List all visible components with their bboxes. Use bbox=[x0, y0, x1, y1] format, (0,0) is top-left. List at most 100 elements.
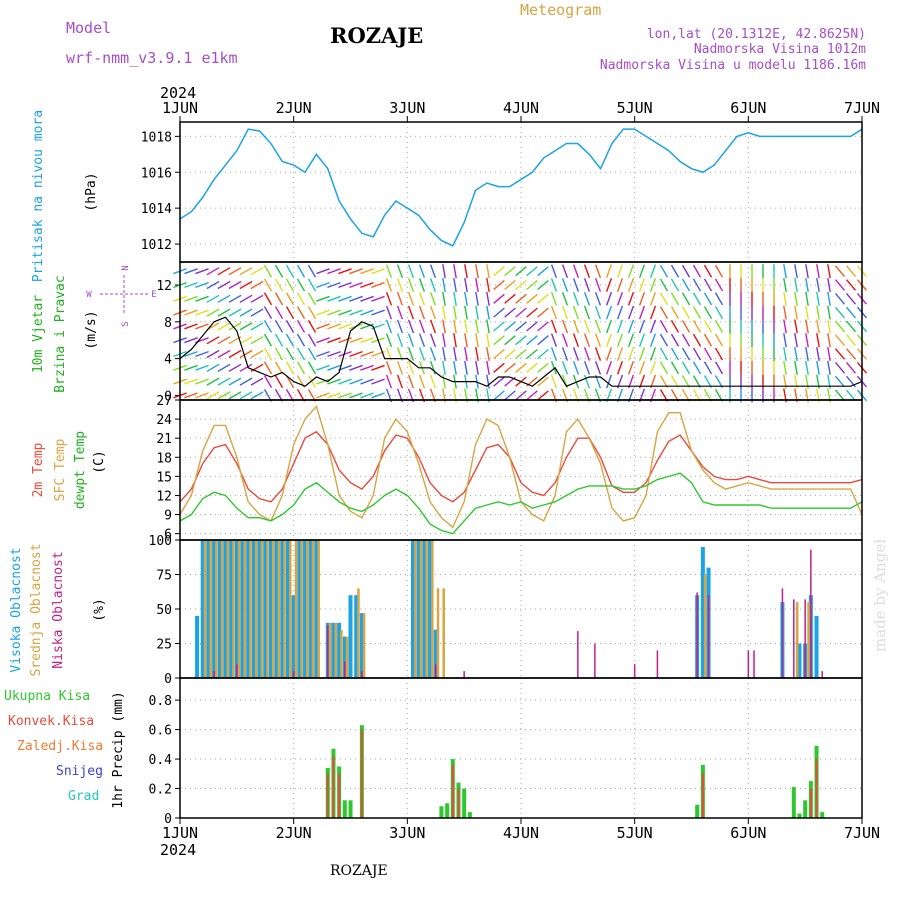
wind-arrow bbox=[228, 280, 242, 290]
wind-arrow bbox=[805, 319, 809, 334]
top-x-tick-label: 4JUN bbox=[503, 99, 539, 117]
wind-arrow bbox=[184, 309, 198, 316]
wind-arrow bbox=[239, 308, 253, 317]
wind-arrow bbox=[703, 319, 713, 333]
footer-station: ROZAJE bbox=[330, 863, 388, 879]
mid-cloud-bar bbox=[300, 540, 303, 678]
wind-arrow bbox=[486, 360, 490, 375]
wind-arrow bbox=[638, 264, 646, 279]
wind-arrow bbox=[659, 361, 669, 375]
wind-arrow bbox=[845, 348, 857, 360]
wind-arrow bbox=[594, 305, 602, 320]
wind-arrow bbox=[816, 277, 820, 293]
wind-arrow bbox=[638, 333, 646, 348]
cloud-panel: 0 25 50 75 100 bbox=[149, 534, 862, 687]
y-tick-label: 1018 bbox=[141, 130, 172, 145]
wind-arrow bbox=[638, 360, 646, 375]
wind-arrow bbox=[442, 319, 446, 334]
wind-arrow bbox=[206, 308, 220, 317]
y-tick-label: 4 bbox=[164, 353, 172, 368]
wind-arrow bbox=[561, 360, 569, 375]
wind-arrow bbox=[327, 350, 341, 358]
mid-cloud-bar bbox=[431, 540, 434, 678]
wind-arrow bbox=[616, 333, 624, 348]
wind-arrow bbox=[429, 360, 437, 375]
mid-cloud-bar bbox=[266, 540, 269, 678]
wind-arrow bbox=[263, 306, 273, 320]
compass-s: S bbox=[121, 321, 131, 326]
wind-arrow bbox=[263, 278, 273, 292]
wind-arrow bbox=[594, 291, 602, 306]
model-label: Model bbox=[66, 19, 111, 37]
temp-sfc-line bbox=[179, 404, 863, 529]
wind-ylabel-2: Brzina i Pravac bbox=[53, 275, 68, 392]
wind-arrow bbox=[385, 278, 393, 292]
wind-arrow bbox=[385, 305, 393, 320]
wind-arrow bbox=[464, 333, 468, 348]
wind-arrow bbox=[407, 291, 415, 306]
precip-conv-bar bbox=[815, 759, 818, 818]
wind-arrow bbox=[783, 333, 787, 348]
wind-arrow bbox=[316, 295, 330, 302]
bottom-date-axis: 1JUN 2JUN 3JUN 4JUN 5JUN 6JUN 7JUN bbox=[162, 818, 880, 842]
wind-arrow bbox=[594, 360, 602, 375]
wind-ylabel-1: 10m Vjetar bbox=[31, 295, 46, 373]
wind-arrow bbox=[649, 347, 657, 361]
mid-cloud-bar bbox=[260, 540, 264, 678]
wind-arrow bbox=[649, 360, 657, 375]
wind-arrow bbox=[561, 305, 569, 320]
wind-arrow bbox=[360, 378, 374, 385]
wind-arrow bbox=[845, 265, 857, 278]
wind-arrow bbox=[550, 333, 558, 348]
precip-total-bar bbox=[797, 813, 802, 818]
wind-arrow bbox=[703, 333, 713, 347]
wind-arrow bbox=[670, 361, 680, 375]
wind-arrow bbox=[649, 291, 657, 306]
wind-arrow bbox=[783, 277, 787, 293]
high-cloud-bar bbox=[428, 540, 433, 678]
model-elevation-label: Nadmorska Visina u modelu 1186.16m bbox=[600, 58, 866, 73]
top-x-tick-label: 2JUN bbox=[276, 99, 312, 117]
wind-arrow bbox=[453, 277, 457, 293]
wind-arrow bbox=[670, 319, 680, 333]
low-cloud-bar bbox=[633, 664, 636, 678]
wind-arrow bbox=[418, 291, 426, 306]
wind-arrow bbox=[638, 319, 646, 334]
wind-arrow bbox=[307, 278, 317, 292]
wind-arrow bbox=[307, 264, 317, 278]
wind-arrow bbox=[681, 264, 691, 278]
top-x-tick-label: 3JUN bbox=[389, 99, 425, 117]
wind-arrow bbox=[659, 306, 669, 320]
low-cloud-bar bbox=[577, 631, 579, 678]
wind-arrow bbox=[816, 360, 820, 375]
wind-arrow bbox=[627, 333, 635, 348]
wind-arrow bbox=[195, 350, 209, 358]
wind-arrow bbox=[670, 306, 680, 320]
wind-arrow bbox=[504, 348, 516, 360]
wind-arrow bbox=[338, 350, 352, 358]
wind-arrow bbox=[493, 293, 505, 304]
wind-arrow bbox=[515, 348, 527, 360]
wind-arrow bbox=[515, 390, 527, 401]
wind-arrow bbox=[274, 347, 284, 361]
wind-arrow bbox=[453, 291, 457, 306]
precip-legend-snow: Snijeg bbox=[56, 764, 103, 779]
wind-arrow bbox=[349, 337, 363, 344]
wind-arrow bbox=[550, 347, 558, 361]
y-tick-label: 15 bbox=[156, 470, 172, 485]
bottom-x-tick-label: 5JUN bbox=[617, 824, 653, 842]
wind-arrow bbox=[184, 337, 198, 344]
low-cloud-bar bbox=[656, 650, 659, 678]
wind-arrow bbox=[572, 333, 580, 348]
wind-arrow bbox=[338, 268, 352, 275]
wind-arrow bbox=[453, 346, 457, 362]
wind-arrow bbox=[627, 360, 635, 375]
wind-arrow bbox=[834, 265, 846, 278]
wind-arrow bbox=[493, 279, 505, 291]
wind-arrow bbox=[515, 266, 527, 277]
wind-arrow bbox=[805, 277, 809, 293]
wind-arrow bbox=[504, 321, 516, 332]
wind-arrow bbox=[274, 264, 284, 278]
wind-arrow bbox=[371, 295, 385, 302]
mid-cloud-bar bbox=[289, 540, 292, 678]
